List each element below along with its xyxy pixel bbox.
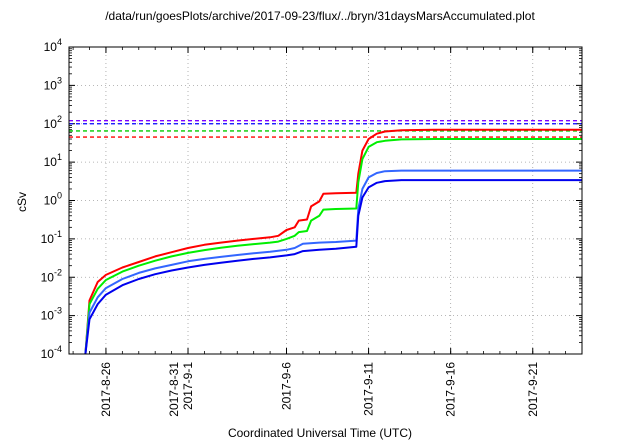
y-tick-label: 100 xyxy=(44,191,62,208)
series-line xyxy=(84,179,582,354)
y-tick-label: 103 xyxy=(44,75,62,92)
y-tick-exponent: 2 xyxy=(57,114,62,124)
x-tick-label: 2017-8-26 xyxy=(99,362,113,417)
y-tick-base: 10 xyxy=(41,347,55,361)
x-axis-label: Coordinated Universal Time (UTC) xyxy=(227,426,413,440)
y-tick-label: 102 xyxy=(44,114,62,131)
y-tick-exponent: 0 xyxy=(57,191,62,201)
y-tick-exponent: -4 xyxy=(54,344,62,354)
y-tick-exponent: -1 xyxy=(54,229,62,239)
x-tick-label: 2017-9-6 xyxy=(280,362,294,410)
y-tick-base: 10 xyxy=(44,155,58,169)
series-line xyxy=(84,169,582,354)
x-tick-label: 2017-8-31 xyxy=(167,362,181,417)
y-tick-label: 101 xyxy=(44,152,62,169)
y-tick-exponent: -3 xyxy=(54,306,62,316)
y-tick-label: 10-3 xyxy=(41,306,62,323)
y-tick-exponent: 3 xyxy=(57,75,62,85)
y-tick-base: 10 xyxy=(41,232,55,246)
y-tick-base: 10 xyxy=(44,117,58,131)
y-tick-base: 10 xyxy=(44,40,58,54)
plot-frame xyxy=(68,46,583,355)
y-tick-label: 10-4 xyxy=(41,344,62,361)
x-tick-label: 2017-9-11 xyxy=(362,362,376,416)
y-tick-base: 10 xyxy=(41,270,55,284)
y-tick-label: 10-1 xyxy=(41,229,62,246)
y-tick-exponent: 4 xyxy=(57,37,62,47)
series-line xyxy=(84,138,582,354)
x-tick-label: 2017-9-1 xyxy=(181,362,195,410)
chart-title: /data/run/goesPlots/archive/2017-09-23/f… xyxy=(105,9,535,23)
y-tick-label: 10-2 xyxy=(41,267,62,284)
y-tick-exponent: 1 xyxy=(57,152,62,162)
y-tick-base: 10 xyxy=(41,309,55,323)
y-tick-base: 10 xyxy=(44,194,58,208)
y-tick-label: 104 xyxy=(44,37,62,54)
y-tick-base: 10 xyxy=(44,78,58,92)
x-tick-label: 2017-9-16 xyxy=(444,362,458,417)
y-tick-exponent: -2 xyxy=(54,267,62,277)
x-tick-label: 2017-9-21 xyxy=(526,362,540,417)
series-line xyxy=(84,128,582,354)
